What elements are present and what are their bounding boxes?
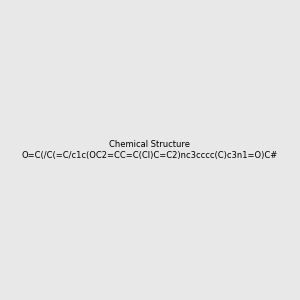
- Text: Chemical Structure
O=C(/C(=C/c1c(OC2=CC=C(Cl)C=C2)nc3cccc(C)c3n1=O)C#: Chemical Structure O=C(/C(=C/c1c(OC2=CC=…: [22, 140, 278, 160]
